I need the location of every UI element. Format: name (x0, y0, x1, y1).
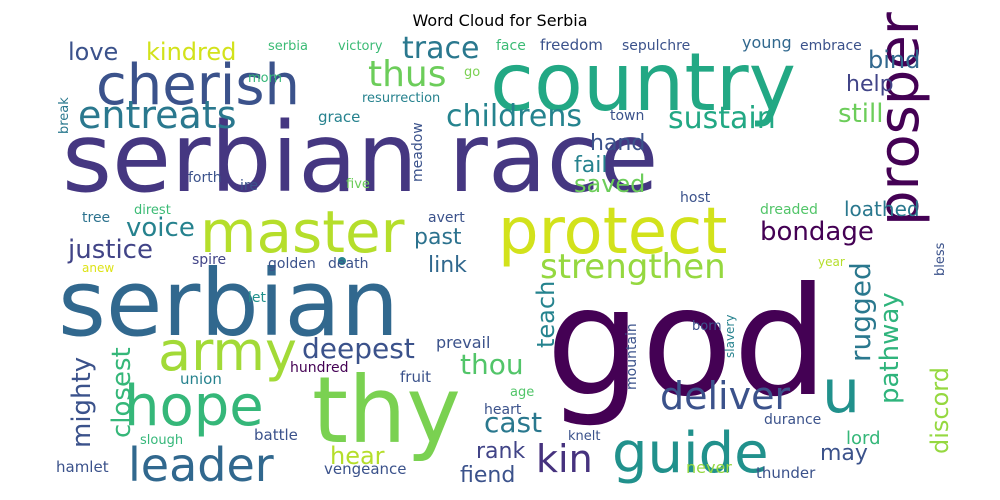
word-discord: discord (926, 367, 954, 454)
word-thou: thou (460, 348, 524, 381)
word-u: u (822, 357, 860, 427)
word-knelt: knelt (568, 429, 600, 444)
word-guide: guide (612, 421, 769, 486)
word-cherish: cherish (96, 53, 300, 118)
word-god: god (546, 256, 828, 430)
word-mountain: mountain (624, 323, 640, 390)
word-dot-mark (338, 257, 346, 265)
word-protect: protect (498, 195, 727, 269)
word-thus: thus (368, 54, 447, 95)
word-serbia: serbia (268, 39, 308, 54)
word-hundred: hundred (290, 360, 348, 376)
word-bless: bless (933, 242, 948, 276)
word-ire: ire (240, 178, 258, 194)
word-serbian: serbian (58, 250, 399, 357)
word-freedom: freedom (540, 36, 603, 54)
word-spire: spire (192, 252, 226, 268)
word-host: host (680, 190, 711, 206)
word-embrace: embrace (800, 38, 862, 54)
word-army: army (158, 320, 297, 383)
word-bondage: bondage (760, 217, 874, 247)
word-pathway: pathway (875, 292, 905, 404)
word-born: born (692, 319, 722, 334)
word-strengthen: strengthen (540, 247, 726, 287)
word-hear: hear (330, 442, 385, 470)
word-cast: cast (484, 406, 542, 439)
word-help: help (846, 72, 894, 97)
word-forth: forth (188, 170, 222, 186)
word-bind: bind (868, 46, 920, 74)
word-entreats: entreats (78, 93, 237, 137)
word-face: face (496, 38, 526, 54)
word-closest: closest (107, 347, 137, 438)
word-mighty: mighty (67, 357, 97, 448)
word-battle: battle (254, 426, 298, 444)
word-teach: teach (532, 281, 560, 348)
word-meadow: meadow (410, 122, 426, 182)
word-master: master (200, 198, 405, 266)
word-direst: direst (134, 203, 171, 218)
word-heart: heart (484, 402, 522, 418)
word-death: death (328, 256, 368, 272)
word-hand: hand (590, 131, 645, 156)
word-morn: morn (248, 71, 282, 86)
word-kindred: kindred (146, 38, 236, 66)
word-hope: hope (124, 374, 264, 439)
word-durance: durance (764, 412, 821, 428)
word-past: past (414, 225, 462, 250)
word-leader: leader (128, 438, 274, 492)
word-trace: trace (402, 31, 479, 66)
word-link: link (428, 253, 467, 278)
word-kin: kin (536, 437, 593, 481)
word-fail: fail (574, 153, 607, 178)
word-still: still (838, 99, 883, 129)
word-year: year (818, 255, 845, 269)
word-lord: lord (846, 428, 881, 449)
word-thy: thy (312, 357, 461, 464)
word-sepulchre: sepulchre (622, 38, 690, 54)
word-loathed: loathed (844, 197, 920, 221)
word-tree: tree (82, 210, 110, 226)
word-love: love (68, 38, 118, 66)
word-grace: grace (318, 108, 360, 126)
word-vengeance: vengeance (324, 460, 407, 478)
word-prevail: prevail (436, 333, 490, 352)
word-slavery: slavery (723, 315, 737, 358)
word-prosper: prosper (867, 11, 932, 226)
word-resurrection: resurrection (362, 91, 440, 106)
word-town: town (610, 108, 644, 124)
word-five: five (346, 177, 370, 192)
word-golden: golden (268, 256, 316, 272)
word-go: go (464, 65, 480, 80)
word-dreaded: dreaded (760, 202, 818, 218)
word-sustain: sustain (668, 101, 776, 136)
chart-title: Word Cloud for Serbia (412, 11, 588, 30)
word-fruit: fruit (400, 368, 431, 386)
word-age: age (510, 385, 534, 400)
word-deepest: deepest (302, 332, 415, 365)
word-young: young (742, 33, 792, 52)
word-hamlet: hamlet (56, 458, 109, 476)
word-may: may (820, 441, 868, 466)
word-rank: rank (476, 439, 525, 464)
word-break: break (57, 97, 72, 134)
word-serbian-race: serbian race (62, 102, 658, 214)
word-avert: avert (428, 210, 465, 226)
word-victory: victory (338, 39, 383, 54)
word-country: country (490, 36, 796, 129)
word-let: let (248, 290, 267, 306)
word-union: union (180, 370, 222, 388)
word-justice: justice (67, 235, 153, 265)
word-saved: saved (574, 170, 645, 198)
word-childrens: childrens (446, 99, 582, 134)
word-anew: anew (82, 261, 114, 275)
word-thunder: thunder (756, 464, 816, 482)
word-voice: voice (126, 213, 195, 243)
word-never: never (686, 458, 732, 477)
word-rugged: rugged (844, 262, 877, 362)
word-deliver: deliver (660, 374, 790, 418)
word-fiend: fiend (460, 463, 515, 488)
word-slough: slough (140, 433, 183, 448)
